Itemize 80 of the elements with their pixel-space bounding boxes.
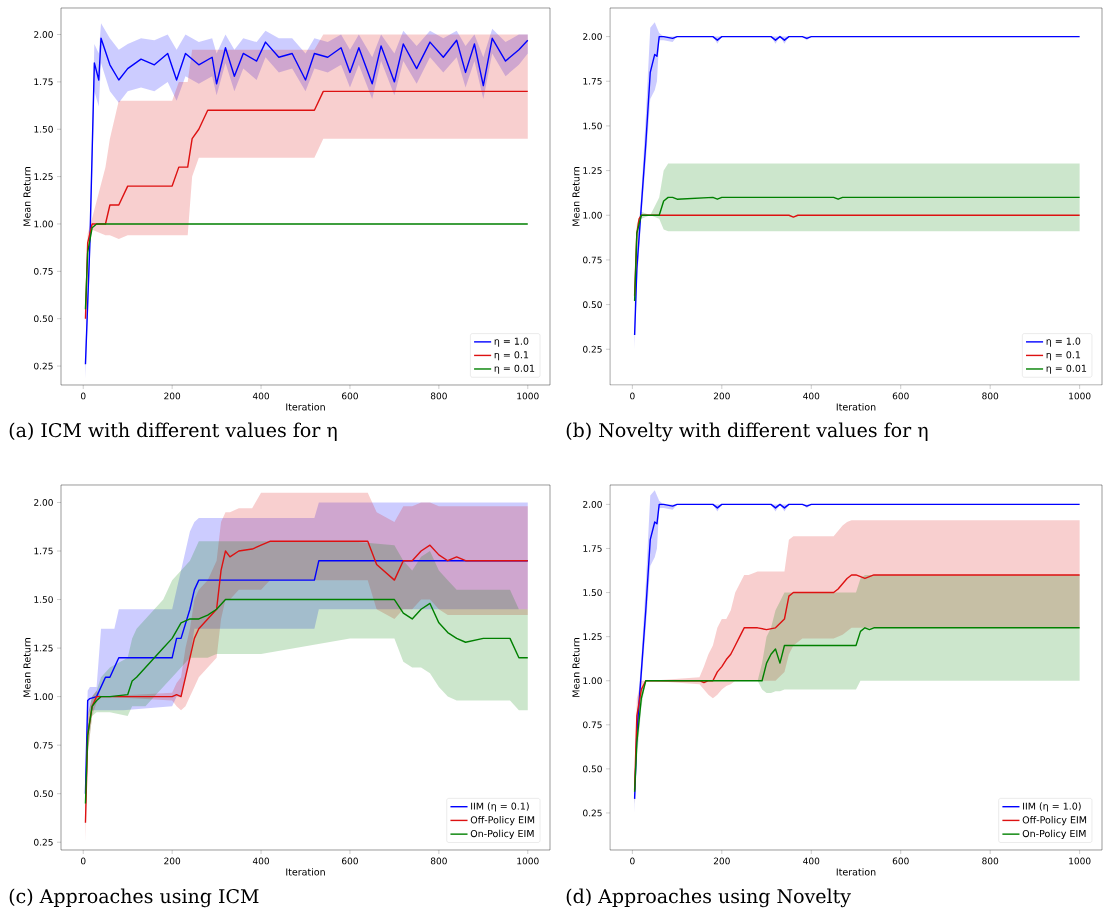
- x-axis-title: Iteration: [836, 403, 876, 411]
- y-tick-label: 1.75: [34, 547, 53, 555]
- x-tick-label: 0: [80, 857, 86, 865]
- x-tick-label: 0: [630, 857, 635, 865]
- y-tick-label: 2.00: [34, 31, 53, 38]
- x-tick-label: 0: [630, 392, 635, 400]
- x-tick-label: 400: [252, 392, 270, 400]
- y-tick-label: 1.25: [583, 167, 602, 174]
- legend-label: η = 1.0: [494, 337, 529, 347]
- y-tick-label: 0.25: [583, 809, 602, 817]
- text: (c) Approaches using ICM: [9, 888, 259, 908]
- text: (b) Novelty with different values for η: [566, 422, 928, 442]
- y-tick-label: 2.00: [583, 500, 602, 508]
- legend-label: IIM (η = 1.0): [1023, 802, 1081, 812]
- x-tick-label: 800: [982, 857, 999, 865]
- y-tick-label: 0.50: [583, 765, 602, 773]
- x-tick-label: 600: [892, 857, 909, 865]
- y-tick-label: 1.50: [583, 122, 602, 130]
- y-tick-label: 1.50: [34, 596, 53, 603]
- x-tick-label: 600: [892, 392, 909, 400]
- x-tick-label: 0: [80, 392, 86, 400]
- y-tick-label: 1.25: [34, 173, 53, 181]
- x-tick-label: 200: [164, 392, 181, 400]
- y-tick-label: 1.75: [583, 545, 602, 552]
- y-tick-label: 1.00: [34, 693, 53, 701]
- y-tick-label: 0.50: [34, 315, 53, 323]
- x-tick-label: 600: [342, 857, 358, 865]
- y-tick-label: 0.75: [34, 267, 53, 275]
- y-tick-label: 0.75: [34, 741, 53, 749]
- x-axis-title: Iteration: [836, 868, 876, 876]
- legend-label: On-Policy EIM: [470, 829, 534, 839]
- y-tick-label: 0.50: [34, 790, 53, 798]
- y-axis-title: Mean Return: [23, 638, 31, 697]
- x-tick-label: 400: [803, 392, 820, 400]
- line-series: [84, 223, 529, 310]
- legend-label: η = 0.01: [494, 364, 535, 374]
- x-tick-label: 200: [713, 392, 730, 400]
- y-axis-title: Mean Return: [23, 167, 31, 226]
- x-tick-label: 200: [713, 857, 730, 865]
- legend-label: η = 0.01: [1046, 364, 1087, 374]
- x-tick-label: 1000: [517, 392, 539, 400]
- y-tick-label: 1.25: [583, 633, 602, 641]
- y-tick-label: 1.50: [34, 125, 53, 133]
- legend-label: η = 0.1: [1046, 351, 1081, 361]
- x-tick-label: 400: [252, 857, 270, 865]
- y-tick-label: 1.00: [583, 677, 602, 685]
- x-tick-label: 400: [803, 857, 820, 865]
- x-tick-label: 800: [430, 857, 447, 865]
- y-tick-label: 2.00: [583, 33, 602, 40]
- y-tick-label: 0.50: [583, 301, 602, 308]
- x-tick-label: 1000: [517, 857, 539, 865]
- x-axis-title: Iteration: [286, 868, 325, 876]
- y-tick-label: 1.75: [583, 77, 602, 85]
- y-tick-label: 0.25: [583, 345, 602, 353]
- x-tick-label: 600: [342, 392, 358, 400]
- x-tick-label: 1000: [1069, 857, 1091, 865]
- x-tick-label: 200: [164, 857, 181, 865]
- legend-label: On-Policy EIM: [1022, 829, 1086, 839]
- legend-label: η = 1.0: [1046, 337, 1081, 347]
- y-tick-label: 0.25: [34, 362, 53, 370]
- legend-label: η = 0.1: [494, 351, 529, 361]
- line-series: [84, 90, 529, 320]
- y-tick-label: 1.25: [34, 644, 53, 652]
- text: (a) ICM with different values for η: [9, 422, 337, 441]
- y-tick-label: 0.75: [583, 721, 602, 729]
- x-axis-title: Iteration: [286, 403, 325, 411]
- y-tick-label: 0.75: [583, 256, 602, 264]
- y-tick-label: 1.75: [34, 78, 53, 86]
- y-axis-title: Mean Return: [572, 167, 580, 226]
- y-tick-label: 1.50: [583, 589, 602, 596]
- legend-label: Off-Policy EIM: [1022, 816, 1087, 826]
- y-tick-label: 0.25: [34, 838, 53, 846]
- x-tick-label: 1000: [1069, 392, 1091, 400]
- text: (d) Approaches using Novelty: [566, 888, 851, 908]
- y-tick-label: 1.00: [34, 220, 53, 228]
- y-axis-title: Mean Return: [572, 638, 580, 697]
- x-tick-label: 800: [982, 392, 999, 400]
- y-tick-label: 2.00: [34, 499, 53, 506]
- x-tick-label: 800: [430, 392, 447, 400]
- y-tick-label: 1.00: [583, 211, 602, 219]
